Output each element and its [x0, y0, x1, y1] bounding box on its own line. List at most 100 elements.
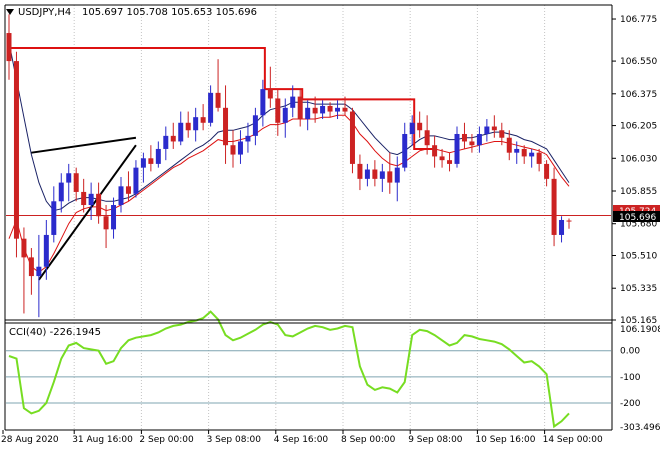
candle-body [320, 105, 326, 114]
candle-body [484, 126, 490, 134]
time-axis-label: 31 Aug 16:00 [72, 435, 133, 445]
candle-body [208, 92, 214, 123]
candle-body [155, 148, 161, 164]
moving-average-red [8, 114, 570, 273]
resistance-step-line [9, 46, 437, 150]
candle-body [73, 173, 79, 192]
candle-body [559, 219, 565, 235]
candle-body [43, 234, 49, 267]
price-axis-label: 106.205 [620, 122, 657, 132]
candle-body [185, 122, 191, 131]
collapse-arrow-icon[interactable] [6, 9, 14, 15]
candle-body [13, 61, 19, 239]
symbol-label: USDJPY,H4 [18, 7, 71, 18]
candle-body [387, 171, 393, 183]
price-axis-label: 106.550 [620, 57, 657, 67]
candle-body [327, 105, 333, 112]
candle-body [544, 163, 550, 179]
candle-body [521, 148, 527, 157]
candle-body [36, 266, 42, 277]
cci-indicator [8, 310, 570, 429]
candle-body [432, 145, 438, 157]
candle-body [364, 169, 370, 179]
candle-body [118, 186, 124, 206]
time-axis-label: 9 Sep 08:00 [408, 435, 463, 445]
price-axis-label: 106.375 [620, 90, 657, 100]
cci-label: CCI(40) -226.1945 [9, 327, 101, 338]
candle-body [66, 173, 72, 183]
price-axis-label: 106.030 [620, 154, 657, 164]
price-axis-label: 105.680 [620, 220, 657, 230]
candle-body [51, 201, 57, 235]
step-line [9, 46, 437, 150]
candle-body [282, 107, 288, 123]
cci-axis-label: -303.4968 [620, 423, 660, 433]
moving-averages [8, 42, 570, 273]
candle-body [312, 107, 318, 114]
cci-axis-label: 0.00 [620, 347, 640, 357]
trendline[interactable] [38, 144, 137, 281]
candle-body [96, 193, 102, 217]
candle-body [58, 182, 64, 202]
candle-body [506, 137, 512, 153]
candle-body [81, 191, 87, 206]
candle-body [178, 122, 184, 142]
candle-body [237, 141, 243, 155]
candle-body [349, 111, 355, 164]
candle-body [372, 169, 378, 179]
candle-body [551, 178, 557, 235]
candle-body [447, 160, 453, 164]
price-tag-current-text: 105.696 [619, 213, 656, 223]
candle-body [514, 148, 520, 153]
candle-body [140, 158, 146, 168]
candle-body [297, 96, 303, 120]
candle-body [215, 92, 221, 108]
time-axis-label: 14 Sep 00:00 [543, 435, 603, 445]
candle-body [193, 117, 199, 131]
candle-body [133, 167, 139, 194]
candle-body [439, 156, 445, 161]
candle-body [357, 163, 363, 179]
candle-body [454, 133, 460, 164]
price-axis-label: 105.335 [620, 284, 657, 294]
candle-body [566, 220, 572, 222]
candle-body [170, 135, 176, 142]
candle-body [402, 133, 408, 168]
price-tag-current [613, 211, 660, 222]
time-axis-label: 10 Sep 16:00 [475, 435, 535, 445]
candle-body [499, 130, 505, 138]
time-axis-label: 4 Sep 16:00 [274, 435, 329, 445]
price-axis-label: 105.165 [620, 316, 657, 326]
candle-body [491, 126, 497, 131]
candle-body [394, 167, 400, 183]
candle-body [21, 238, 27, 258]
ohlc-readout: 105.697 105.708 105.653 105.696 [82, 7, 257, 18]
cci-axis-label: -200 [620, 399, 641, 409]
price-axis: 106.775 106.550 106.375 106.205 106.030 105.8… [612, 15, 657, 326]
candle-body [125, 186, 131, 194]
time-axis-label: 8 Sep 00:00 [341, 435, 396, 445]
candle-body [230, 145, 236, 155]
candle-body [103, 216, 109, 230]
candle-body [409, 122, 415, 134]
trendline[interactable] [31, 136, 137, 154]
candle-body [417, 122, 423, 131]
candle-body [342, 107, 348, 112]
candle-body [461, 133, 467, 142]
trendlines[interactable] [31, 136, 137, 281]
candle-body [28, 257, 34, 277]
candle-body [200, 117, 206, 123]
candle-body [469, 141, 475, 146]
candle-body [260, 89, 266, 116]
candle-body [290, 96, 296, 108]
candle-body [379, 171, 385, 179]
time-axis-label: 2 Sep 00:00 [139, 435, 194, 445]
time-axis-label: 3 Sep 08:00 [207, 435, 262, 445]
cci-axis-label: 106.1908 [620, 325, 660, 335]
candle-body [424, 130, 430, 146]
candle-body [529, 152, 535, 157]
moving-average-navy [8, 42, 570, 212]
candle-body [245, 135, 251, 142]
